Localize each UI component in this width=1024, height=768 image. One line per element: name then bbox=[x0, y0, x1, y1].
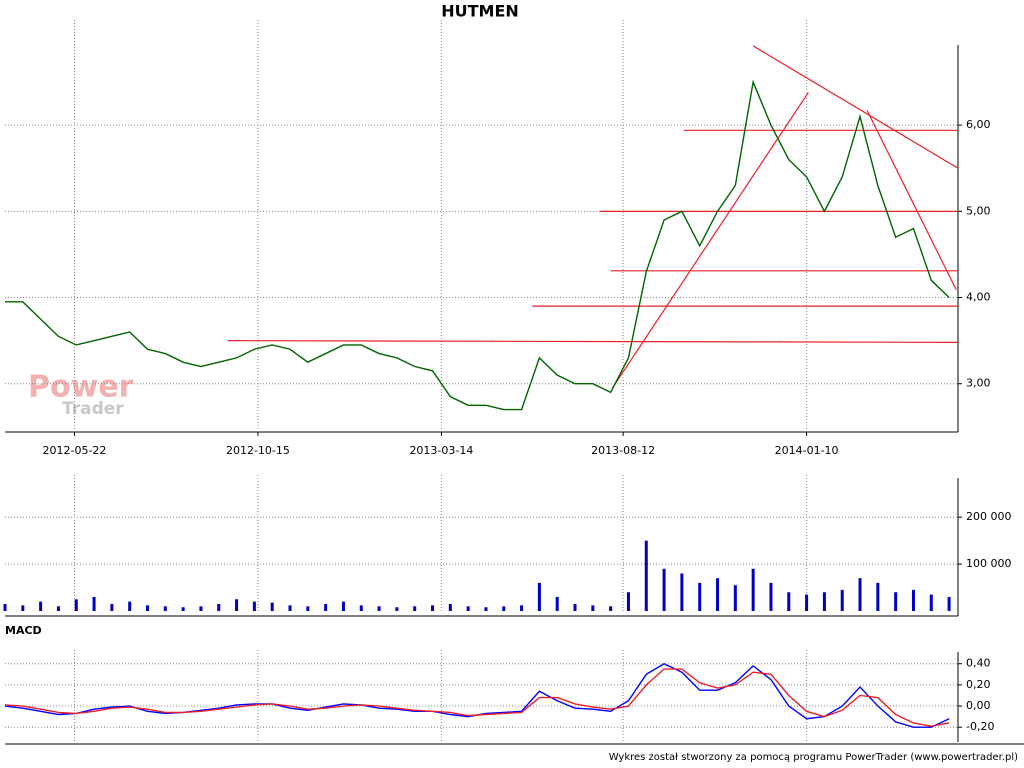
bar bbox=[626, 592, 630, 611]
bar bbox=[858, 578, 862, 611]
bar bbox=[431, 605, 435, 611]
bar bbox=[413, 606, 417, 611]
x-tick-label: 2012-05-22 bbox=[43, 444, 107, 457]
bar bbox=[502, 606, 506, 611]
bar bbox=[876, 582, 880, 611]
y-tick-label: 0,00 bbox=[966, 699, 991, 712]
bar bbox=[270, 602, 274, 611]
trend-line bbox=[227, 340, 959, 343]
bar bbox=[929, 594, 933, 611]
bar bbox=[39, 601, 43, 611]
bar bbox=[395, 607, 399, 611]
bar bbox=[662, 568, 666, 611]
y-tick-label: 6,00 bbox=[966, 118, 991, 131]
x-tick-label: 2014-01-10 bbox=[775, 444, 839, 457]
bar bbox=[252, 601, 256, 611]
bar bbox=[199, 606, 203, 611]
bar bbox=[466, 606, 470, 611]
bar bbox=[520, 605, 524, 611]
bar bbox=[341, 601, 345, 611]
y-tick-label: 5,00 bbox=[966, 204, 991, 217]
y-tick-label: 200 000 bbox=[966, 510, 1012, 523]
y-tick-label: 0,40 bbox=[966, 657, 991, 670]
bar bbox=[324, 603, 328, 611]
bar bbox=[3, 603, 7, 611]
bar bbox=[448, 603, 452, 611]
y-tick-label: 100 000 bbox=[966, 557, 1012, 570]
bar bbox=[217, 603, 221, 611]
watermark: Trader bbox=[62, 399, 124, 419]
bar bbox=[894, 592, 898, 611]
y-tick-label: 3,00 bbox=[966, 377, 991, 390]
bar bbox=[235, 599, 239, 611]
chart-title: HUTMEN bbox=[441, 2, 519, 21]
series-line bbox=[4, 668, 950, 727]
x-tick-label: 2013-03-14 bbox=[409, 444, 473, 457]
footer: Wykres został stworzony za pomocą progra… bbox=[609, 752, 1018, 763]
bar bbox=[716, 578, 720, 611]
bar bbox=[128, 601, 132, 611]
bar bbox=[787, 592, 791, 611]
bar bbox=[555, 596, 559, 611]
y-tick-label: 0,20 bbox=[966, 678, 991, 691]
bar bbox=[288, 605, 292, 611]
bar bbox=[840, 589, 844, 611]
bar bbox=[377, 606, 381, 611]
bar bbox=[591, 605, 595, 611]
bar bbox=[680, 573, 684, 611]
bar bbox=[21, 605, 25, 611]
macd-title: MACD bbox=[5, 624, 42, 637]
bar bbox=[751, 568, 755, 611]
bar bbox=[573, 603, 577, 611]
bar bbox=[110, 603, 114, 611]
y-tick-label: -0,20 bbox=[966, 720, 994, 733]
bar bbox=[306, 606, 310, 611]
bar bbox=[947, 596, 951, 611]
bar bbox=[484, 607, 488, 611]
bar bbox=[733, 585, 737, 611]
bar bbox=[163, 606, 167, 611]
bar bbox=[698, 582, 702, 611]
bar bbox=[92, 596, 96, 611]
bar bbox=[822, 592, 826, 611]
bar bbox=[74, 599, 78, 611]
bar bbox=[805, 594, 809, 611]
trend-line bbox=[752, 45, 959, 169]
trend-line bbox=[866, 110, 957, 291]
bar bbox=[609, 606, 613, 611]
x-tick-label: 2012-10-15 bbox=[226, 444, 290, 457]
bar bbox=[181, 607, 185, 611]
y-tick-label: 4,00 bbox=[966, 291, 991, 304]
bar bbox=[911, 589, 915, 611]
bar bbox=[644, 540, 648, 611]
bar bbox=[146, 605, 150, 611]
bar bbox=[359, 605, 363, 611]
trend-line bbox=[611, 92, 809, 389]
bar bbox=[537, 582, 541, 611]
bar bbox=[56, 606, 60, 611]
watermark: Power bbox=[28, 370, 134, 405]
bar bbox=[769, 582, 773, 611]
x-tick-label: 2013-08-12 bbox=[591, 444, 655, 457]
series-line bbox=[5, 79, 950, 411]
